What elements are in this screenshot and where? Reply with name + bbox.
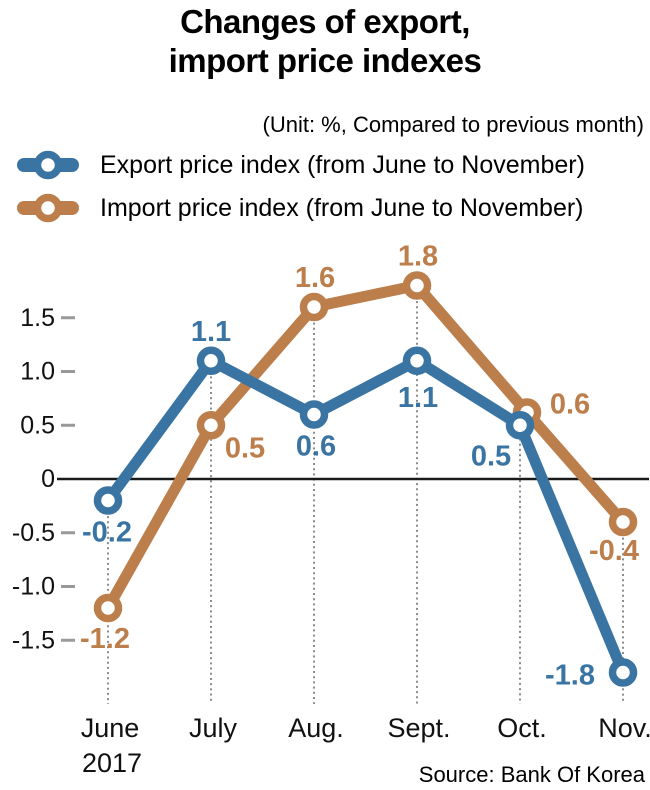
export-label-june: -0.2 <box>82 517 132 549</box>
import-point-sept <box>402 271 432 300</box>
chart-title: Changes of export, import price indexes <box>0 2 650 80</box>
x-label-june: June <box>81 713 140 743</box>
y-tick-label-10: -1.0 <box>12 573 55 601</box>
import-label-oct: 0.6 <box>550 389 590 421</box>
export-line <box>102 355 629 678</box>
export-label-nov: -1.8 <box>545 660 595 692</box>
import-series <box>93 271 638 623</box>
x-label-sept: Sept. <box>387 713 450 743</box>
y-tick-label-05: -0.5 <box>12 519 55 547</box>
import-label-june: -1.2 <box>80 623 130 655</box>
import-point-june <box>93 593 123 623</box>
chart-title-line1: Changes of export, <box>180 3 470 40</box>
import-label-sept: 1.8 <box>398 241 438 273</box>
x-label-oct: Oct. <box>497 713 547 743</box>
export-point-oct <box>505 411 535 440</box>
export-series <box>93 346 638 687</box>
import-label-july: 0.5 <box>225 432 265 464</box>
export-label-july: 1.1 <box>191 316 231 348</box>
export-label-oct: 0.5 <box>471 440 511 472</box>
import-point-july <box>196 411 226 440</box>
import-line <box>102 280 629 614</box>
chart-title-line2: import price indexes <box>168 42 482 79</box>
legend-label-export: Export price index (from June to Novembe… <box>100 150 585 179</box>
legend-item-import: Import price index (from June to Novembe… <box>10 191 585 225</box>
import-label-nov: -0.4 <box>589 535 639 567</box>
y-tick-label-15: -1.5 <box>12 626 55 654</box>
export-label-aug: 0.6 <box>296 431 336 463</box>
import-legend-marker-icon <box>17 193 79 223</box>
y-tick-label-0: 0 <box>41 465 55 493</box>
y-tick-label-15: 1.5 <box>20 304 55 332</box>
export-point-sept <box>402 346 432 375</box>
export-point-nov <box>608 658 638 687</box>
export-legend-ring <box>33 150 63 180</box>
x-label-year: 2017 <box>82 748 142 778</box>
export-point-aug <box>299 400 329 429</box>
import-point-nov <box>608 507 638 537</box>
x-label-nov: Nov. <box>598 713 650 743</box>
legend-item-export: Export price index (from June to Novembe… <box>10 148 585 182</box>
source-credit: Source: Bank Of Korea <box>418 762 645 787</box>
data-labels: -0.2 1.1 0.6 1.1 0.5 -1.8 -1.2 0.5 1.6 1.8 0.6 -0.4 <box>80 241 639 692</box>
y-tick-label-05: 0.5 <box>20 411 55 439</box>
y-tick-label-10: 1.0 <box>20 358 55 386</box>
x-label-aug: Aug. <box>288 713 344 743</box>
import-label-aug: 1.6 <box>295 262 335 294</box>
import-legend-ring <box>33 193 63 223</box>
y-axis: 1.5 1.0 0.5 0 -0.5 -1.0 -1.5 <box>12 304 75 654</box>
export-label-sept: 1.1 <box>398 382 438 414</box>
export-point-july <box>196 346 226 375</box>
export-point-june <box>93 486 123 515</box>
legend-label-import: Import price index (from June to Novembe… <box>100 193 584 222</box>
legend: Export price index (from June to Novembe… <box>10 148 585 234</box>
unit-note: (Unit: %, Compared to previous month) <box>262 112 645 137</box>
import-point-aug <box>299 292 329 322</box>
x-label-july: July <box>189 713 238 743</box>
export-legend-marker-icon <box>17 150 79 180</box>
x-axis: June July Aug. Sept. Oct. Nov. 2017 <box>81 713 650 778</box>
